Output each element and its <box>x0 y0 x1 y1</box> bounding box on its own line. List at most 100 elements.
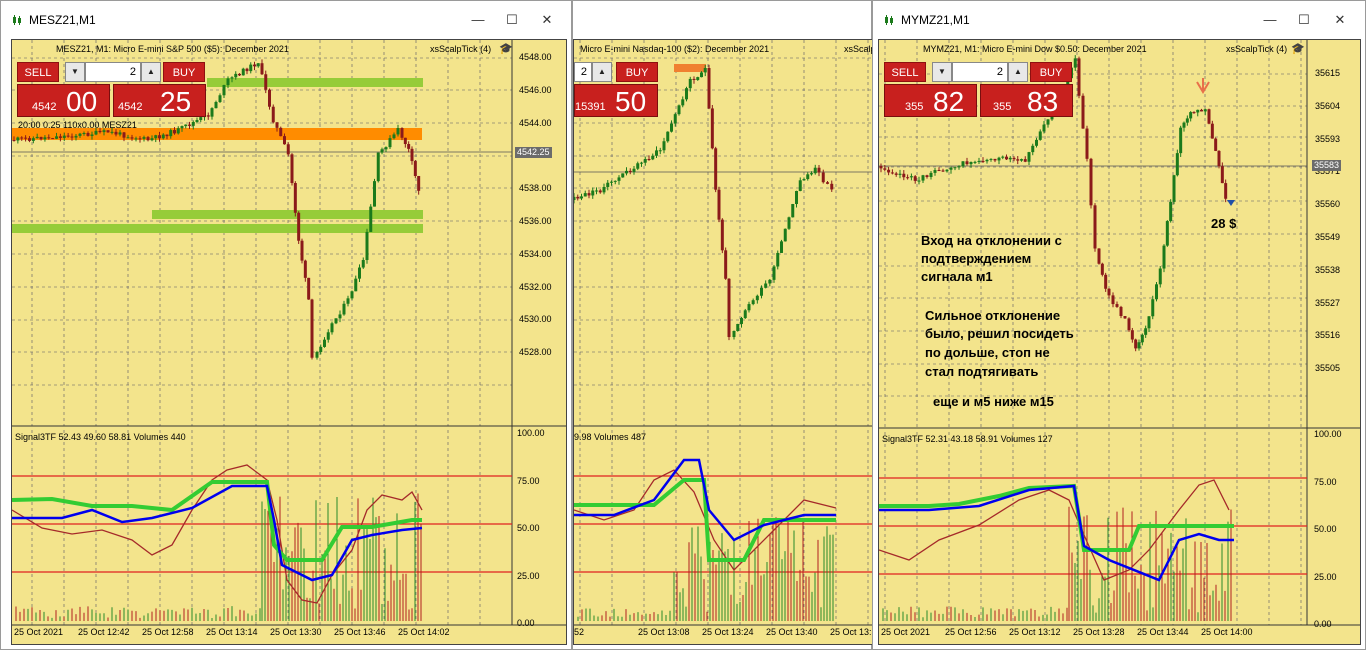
time-tick-label: 25 Oct 13:56 <box>830 627 872 637</box>
buy-price[interactable]: 355 83 <box>980 84 1073 117</box>
buy-price[interactable]: 15391 50 <box>574 84 658 117</box>
axis-tick-label: 35604 <box>1315 100 1341 111</box>
candle-body <box>817 167 821 173</box>
candle-body <box>260 63 264 75</box>
candle-body <box>293 183 297 213</box>
lot-increase-button[interactable]: ▲ <box>1008 62 1028 82</box>
candle-body <box>130 137 134 139</box>
note-line-5: было, решил посидеть <box>925 326 1074 341</box>
sell-button[interactable]: SELL <box>17 62 59 82</box>
candle-body <box>241 68 245 76</box>
axis-tick-label: 35505 <box>1315 363 1341 374</box>
sell-price[interactable]: 355 82 <box>884 84 977 117</box>
candle-body <box>681 99 685 106</box>
candle-body <box>587 193 591 196</box>
chart-canvas[interactable] <box>12 40 567 645</box>
candle-body <box>1192 112 1196 114</box>
lot-increase-button[interactable]: ▲ <box>141 62 161 82</box>
time-tick-label: 25 Oct 12:58 <box>142 627 194 637</box>
candle-body <box>662 141 666 151</box>
candle-body <box>47 137 51 139</box>
candle-body <box>768 279 772 284</box>
chart-window-nasdaq[interactable]: Micro E-mini Nasdaq-100 ($2): December 2… <box>572 0 873 650</box>
candle-body <box>598 190 602 193</box>
candle-body <box>122 132 126 138</box>
candle-body <box>1130 330 1134 340</box>
window-titlebar[interactable]: MYMZ21,M1 — ☐ ✕ <box>873 1 1365 39</box>
one-click-trading-panel[interactable]: SELL ▼ 2 ▲ BUY 4542 00 4542 25 <box>17 62 207 120</box>
candle-body <box>180 126 184 129</box>
chart-canvas[interactable] <box>574 40 873 645</box>
lot-decrease-button[interactable]: ▼ <box>932 62 952 82</box>
lot-input[interactable]: 2 <box>85 62 141 82</box>
entry-arrow-icon <box>1196 78 1210 94</box>
window-titlebar[interactable] <box>573 1 871 39</box>
candle-body <box>142 137 146 139</box>
candle-body <box>334 318 338 324</box>
candle-body <box>751 300 755 305</box>
lot-input[interactable]: 2 <box>574 62 592 82</box>
candle-body <box>154 135 158 139</box>
candle-body <box>917 180 921 182</box>
sell-button[interactable]: SELL <box>884 62 926 82</box>
one-click-trading-panel[interactable]: 2 ▲ BUY 15391 50 <box>574 62 664 120</box>
candle-body <box>1038 131 1042 140</box>
candle-body <box>365 231 369 261</box>
candle-body <box>760 287 763 296</box>
window-titlebar[interactable]: MESZ21,M1 — ☐ ✕ <box>1 1 571 39</box>
close-button[interactable]: ✕ <box>541 12 553 27</box>
maximize-button[interactable]: ☐ <box>506 12 518 27</box>
close-button[interactable]: ✕ <box>1334 12 1346 27</box>
axis-tick-label: 35560 <box>1315 199 1341 210</box>
candle-body <box>776 252 780 267</box>
candle-body <box>953 167 957 169</box>
candle-body <box>43 137 47 140</box>
time-tick-label: 52 <box>574 627 585 637</box>
candle-body <box>736 323 740 331</box>
buy-button[interactable]: BUY <box>1030 62 1072 82</box>
candle-body <box>51 138 55 140</box>
price-chart[interactable]: MYMZ21, M1: Micro E-mini Dow $0.50: Dece… <box>878 39 1361 645</box>
axis-tick-label: 100.00 <box>517 428 545 438</box>
sell-price[interactable]: 4542 00 <box>17 84 110 117</box>
buy-price[interactable]: 4542 25 <box>113 84 206 117</box>
candle-body <box>218 95 222 102</box>
candle-body <box>410 148 414 162</box>
candle-body <box>319 346 323 352</box>
minimize-button[interactable]: — <box>1263 12 1277 27</box>
maximize-button[interactable]: ☐ <box>1298 12 1310 27</box>
candle-body <box>214 101 218 109</box>
price-chart[interactable]: Micro E-mini Nasdaq-100 ($2): December 2… <box>573 39 873 645</box>
minimize-button[interactable]: — <box>471 12 485 27</box>
lot-input[interactable]: 2 <box>952 62 1008 82</box>
candle-body <box>625 170 628 174</box>
buy-button[interactable]: BUY <box>163 62 205 82</box>
candle-body <box>86 133 90 136</box>
candle-body <box>1162 245 1166 269</box>
candle-body <box>574 196 576 200</box>
candle-body <box>1147 316 1151 329</box>
lot-decrease-button[interactable]: ▼ <box>65 62 85 82</box>
candle-body <box>191 121 195 126</box>
time-tick-label: 25 Oct 13:12 <box>1009 627 1061 637</box>
axis-tick-label: 4528.00 <box>519 347 552 358</box>
one-click-trading-panel[interactable]: SELL ▼ 2 ▲ BUY 355 82 355 83 <box>884 62 1074 120</box>
chart-window-mymz21[interactable]: MYMZ21,M1 — ☐ ✕ MYMZ21, M1: Micro E-mini… <box>872 0 1366 650</box>
candle-body <box>894 173 898 175</box>
candle-body <box>271 106 275 123</box>
price-chart[interactable]: MESZ21, M1: Micro E-mini S&P 500 ($5): D… <box>11 39 567 645</box>
lot-increase-button[interactable]: ▲ <box>592 62 612 82</box>
axis-tick-label: 35549 <box>1315 232 1341 242</box>
candle-body <box>743 310 747 319</box>
chart-canvas[interactable] <box>879 40 1361 645</box>
buy-button[interactable]: BUY <box>616 62 658 82</box>
candle-body <box>1119 306 1123 317</box>
axis-tick-label: 35571 <box>1315 166 1341 177</box>
signal-line-slow <box>12 480 422 562</box>
time-tick-label: 25 Oct 14:00 <box>1201 627 1253 637</box>
candle-body <box>647 158 651 160</box>
candle-body <box>957 166 961 168</box>
signal-line-fast <box>574 469 837 572</box>
chart-window-mesz21[interactable]: MESZ21,M1 — ☐ ✕ MESZ21, M1: Micro E-mini… <box>0 0 572 650</box>
candle-body <box>909 176 913 178</box>
